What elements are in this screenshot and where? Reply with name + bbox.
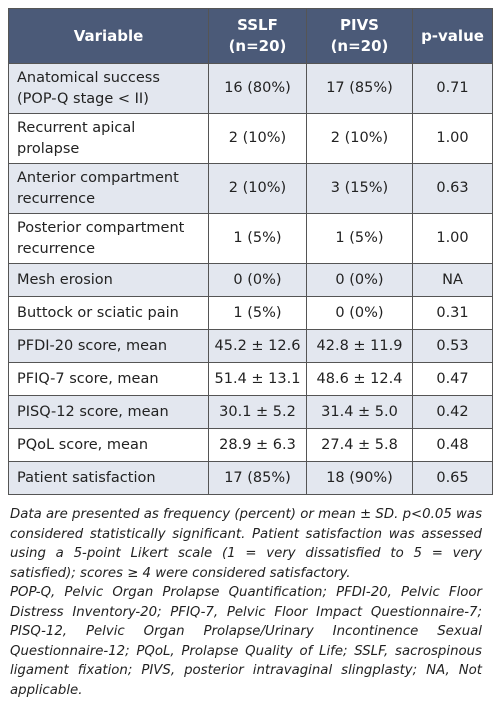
- table-cell: 1 (5%): [208, 213, 307, 264]
- row-label: PQoL score, mean: [8, 428, 209, 462]
- table-cell: 2 (10%): [208, 163, 307, 214]
- results-table: Variable SSLF (n=20) PIVS (n=20) p-value An…: [8, 8, 493, 495]
- table-cell: 16 (80%): [208, 63, 307, 114]
- table-cell: NA: [412, 263, 493, 297]
- table-wrap: Variable SSLF (n=20) PIVS (n=20) p-value An…: [8, 8, 493, 495]
- table-row: Anatomical success (POP-Q stage < II) 16 …: [8, 63, 493, 114]
- row-label: Recurrent apical prolapse: [8, 113, 209, 164]
- table-cell: 1 (5%): [306, 213, 413, 264]
- table-cell: 0.53: [412, 329, 493, 363]
- table-cell: 42.8 ± 11.9: [306, 329, 413, 363]
- table-row: Buttock or sciatic pain 1 (5%) 0 (0%) 0.31: [8, 296, 493, 330]
- table-body: Anatomical success (POP-Q stage < II) 16 …: [8, 63, 493, 495]
- footnote: POP-Q, Pelvic Organ Prolapse Quantificat…: [10, 585, 482, 698]
- table-cell: 18 (90%): [306, 461, 413, 495]
- table-row: Recurrent apical prolapse 2 (10%) 2 (10%) 1…: [8, 113, 493, 164]
- table-row: PFIQ-7 score, mean 51.4 ± 13.1 48.6 ± 12.4…: [8, 362, 493, 396]
- row-label: Mesh erosion: [8, 263, 209, 297]
- table-row: Patient satisfaction 17 (85%) 18 (90%) 0.65: [8, 461, 493, 495]
- table-row: PFDI-20 score, mean 45.2 ± 12.6 42.8 ± 11.…: [8, 329, 493, 363]
- row-label: Posterior compartment recurrence: [8, 213, 209, 264]
- table-cell: 0 (0%): [306, 296, 413, 330]
- row-label: Anterior compartment recurrence: [8, 163, 209, 214]
- row-label: Buttock or sciatic pain: [8, 296, 209, 330]
- table-cell: 0.63: [412, 163, 493, 214]
- header-cell: Variable: [8, 8, 209, 64]
- table-cell: 1.00: [412, 113, 493, 164]
- table-cell: 51.4 ± 13.1: [208, 362, 307, 396]
- table-cell: 31.4 ± 5.0: [306, 395, 413, 429]
- table-cell: 2 (10%): [306, 113, 413, 164]
- table-cell: 1 (5%): [208, 296, 307, 330]
- table-row: Posterior compartment recurrence 1 (5%) 1 …: [8, 213, 493, 264]
- footnotes: Data are presented as frequency (percent…: [10, 505, 482, 700]
- table-cell: 27.4 ± 5.8: [306, 428, 413, 462]
- table-cell: 2 (10%): [208, 113, 307, 164]
- table-row: PISQ-12 score, mean 30.1 ± 5.2 31.4 ± 5.0 0…: [8, 395, 493, 429]
- table-cell: 48.6 ± 12.4: [306, 362, 413, 396]
- header-cell: p-value: [412, 8, 493, 64]
- table-cell: 0.47: [412, 362, 493, 396]
- table-cell: 17 (85%): [306, 63, 413, 114]
- footnote: Data are presented as frequency (percent…: [10, 507, 482, 581]
- table-cell: 1.00: [412, 213, 493, 264]
- header-row: Variable SSLF (n=20) PIVS (n=20) p-value: [8, 8, 493, 64]
- table-cell: 30.1 ± 5.2: [208, 395, 307, 429]
- table-cell: 0.65: [412, 461, 493, 495]
- row-label: PFDI-20 score, mean: [8, 329, 209, 363]
- row-label: PISQ-12 score, mean: [8, 395, 209, 429]
- table-cell: 28.9 ± 6.3: [208, 428, 307, 462]
- header-cell: PIVS (n=20): [306, 8, 413, 64]
- table-cell: 45.2 ± 12.6: [208, 329, 307, 363]
- table-cell: 0.71: [412, 63, 493, 114]
- table-cell: 17 (85%): [208, 461, 307, 495]
- table-row: Mesh erosion 0 (0%) 0 (0%) NA: [8, 263, 493, 297]
- row-label: Anatomical success (POP-Q stage < II): [8, 63, 209, 114]
- table-row: Anterior compartment recurrence 2 (10%) 3 …: [8, 163, 493, 214]
- header-cell: SSLF (n=20): [208, 8, 307, 64]
- table-cell: 0.42: [412, 395, 493, 429]
- row-label: PFIQ-7 score, mean: [8, 362, 209, 396]
- table-cell: 0 (0%): [208, 263, 307, 297]
- table-row: PQoL score, mean 28.9 ± 6.3 27.4 ± 5.8 0.48: [8, 428, 493, 462]
- table-cell: 0.31: [412, 296, 493, 330]
- table-cell: 0.48: [412, 428, 493, 462]
- row-label: Patient satisfaction: [8, 461, 209, 495]
- table-cell: 0 (0%): [306, 263, 413, 297]
- table-cell: 3 (15%): [306, 163, 413, 214]
